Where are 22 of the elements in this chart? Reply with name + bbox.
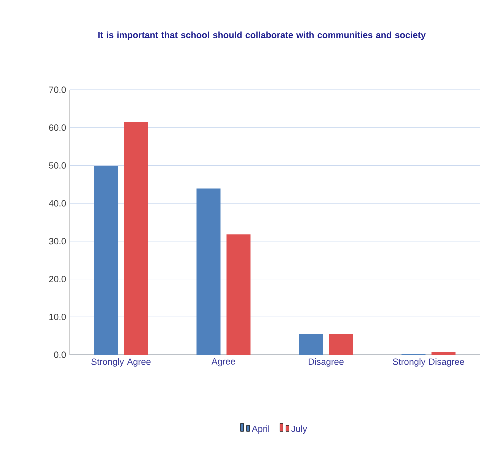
- x-tick-label: Agree: [212, 358, 236, 367]
- y-tick-label: 20.0: [49, 276, 66, 282]
- bar: [196, 188, 221, 355]
- legend-label: July: [292, 426, 308, 434]
- y-tick-label: 50.0: [49, 162, 66, 169]
- y-tick-label: 0.0: [54, 352, 66, 358]
- y-tick-label: 70.0: [49, 86, 66, 94]
- y-tick-label: 30.0: [49, 238, 66, 245]
- bar: [226, 234, 251, 355]
- y-tick-label: 40.0: [49, 200, 66, 207]
- y-tick-label: 10.0: [50, 314, 66, 320]
- legend-label: April: [252, 426, 270, 434]
- x-tick-label: Strongly Agree: [92, 358, 151, 367]
- x-tick-label: Strongly Disagree: [393, 358, 464, 367]
- bar: [94, 166, 118, 355]
- bar: [329, 334, 354, 355]
- bar: [432, 352, 456, 355]
- bar: [299, 334, 324, 355]
- chart-title: It is important that school should collaborate with communities and society: [98, 32, 426, 40]
- bar: [124, 122, 148, 355]
- x-tick-label: Disagree: [308, 358, 344, 367]
- y-tick-label: 60.0: [49, 124, 66, 132]
